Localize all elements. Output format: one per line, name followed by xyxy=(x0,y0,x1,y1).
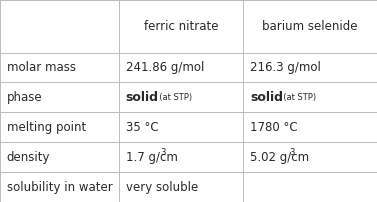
Text: ferric nitrate: ferric nitrate xyxy=(144,20,218,33)
Text: barium selenide: barium selenide xyxy=(262,20,358,33)
Text: density: density xyxy=(7,151,50,164)
Text: 241.86 g/mol: 241.86 g/mol xyxy=(126,61,204,74)
Text: very soluble: very soluble xyxy=(126,181,198,194)
Text: 1.7 g/cm: 1.7 g/cm xyxy=(126,151,178,164)
Text: 5.02 g/cm: 5.02 g/cm xyxy=(250,151,309,164)
Text: molar mass: molar mass xyxy=(7,61,76,74)
Text: melting point: melting point xyxy=(7,121,86,134)
Text: phase: phase xyxy=(7,91,42,104)
Text: (at STP): (at STP) xyxy=(154,93,192,102)
Text: (at STP): (at STP) xyxy=(278,93,316,102)
Text: 216.3 g/mol: 216.3 g/mol xyxy=(250,61,321,74)
Text: 35 °C: 35 °C xyxy=(126,121,158,134)
Text: solid: solid xyxy=(250,91,283,104)
Text: solubility in water: solubility in water xyxy=(7,181,113,194)
Text: 1780 °C: 1780 °C xyxy=(250,121,297,134)
Text: solid: solid xyxy=(126,91,159,104)
Text: 3: 3 xyxy=(160,148,166,157)
Text: 3: 3 xyxy=(289,148,294,157)
